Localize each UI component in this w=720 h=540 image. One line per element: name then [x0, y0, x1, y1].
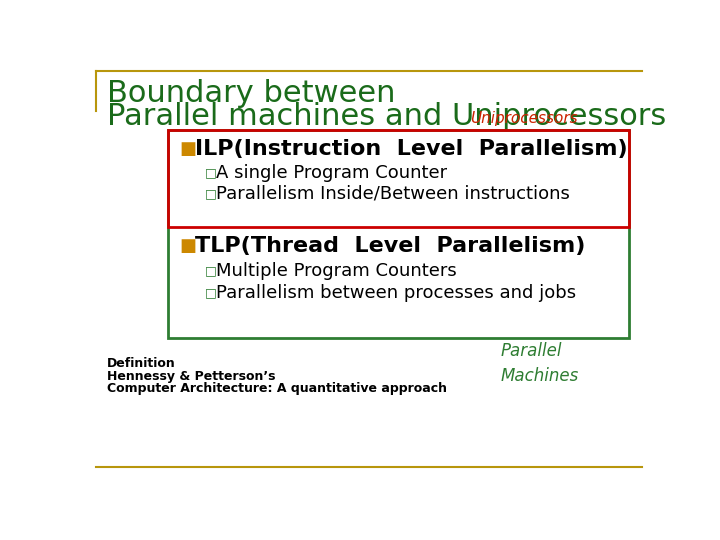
Text: Definition: Definition	[107, 357, 176, 370]
Text: □: □	[204, 166, 217, 179]
Text: ■: ■	[179, 237, 196, 255]
Text: Parallelism between processes and jobs: Parallelism between processes and jobs	[216, 284, 577, 302]
Text: □: □	[204, 265, 217, 278]
Text: A single Program Counter: A single Program Counter	[216, 164, 447, 181]
Text: ILP(Instruction  Level  Parallelism): ILP(Instruction Level Parallelism)	[194, 139, 627, 159]
Text: Computer Architecture: A quantitative approach: Computer Architecture: A quantitative ap…	[107, 382, 447, 395]
Text: Hennessy & Petterson’s: Hennessy & Petterson’s	[107, 370, 276, 383]
Text: ■: ■	[179, 140, 196, 159]
Text: Parallel machines and Uniprocessors: Parallel machines and Uniprocessors	[107, 102, 666, 131]
Text: TLP(Thread  Level  Parallelism): TLP(Thread Level Parallelism)	[194, 236, 585, 256]
Text: Parallel
Machines: Parallel Machines	[500, 342, 579, 385]
Text: □: □	[204, 187, 217, 200]
Text: □: □	[204, 286, 217, 299]
Text: Parallelism Inside/Between instructions: Parallelism Inside/Between instructions	[216, 184, 570, 202]
Text: Boundary between: Boundary between	[107, 79, 395, 107]
Text: Uniprocessors: Uniprocessors	[469, 111, 577, 126]
Text: Multiple Program Counters: Multiple Program Counters	[216, 262, 457, 280]
